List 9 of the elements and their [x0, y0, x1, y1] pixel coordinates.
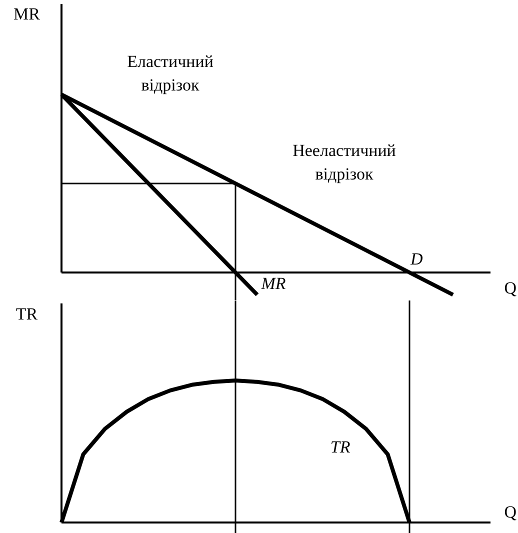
- annotation: Еластичний відрізок: [127, 52, 214, 95]
- series-label: D: [410, 250, 424, 268]
- series-label: TR: [330, 438, 351, 457]
- annotation: Нееластичний відрізок: [292, 140, 396, 184]
- y-axis-title: TR: [16, 304, 38, 324]
- x-axis-title: Q: [504, 278, 517, 298]
- series-label: MR: [260, 274, 286, 293]
- y-axis-title: MR: [13, 4, 41, 24]
- x-axis-title: Q: [504, 502, 517, 522]
